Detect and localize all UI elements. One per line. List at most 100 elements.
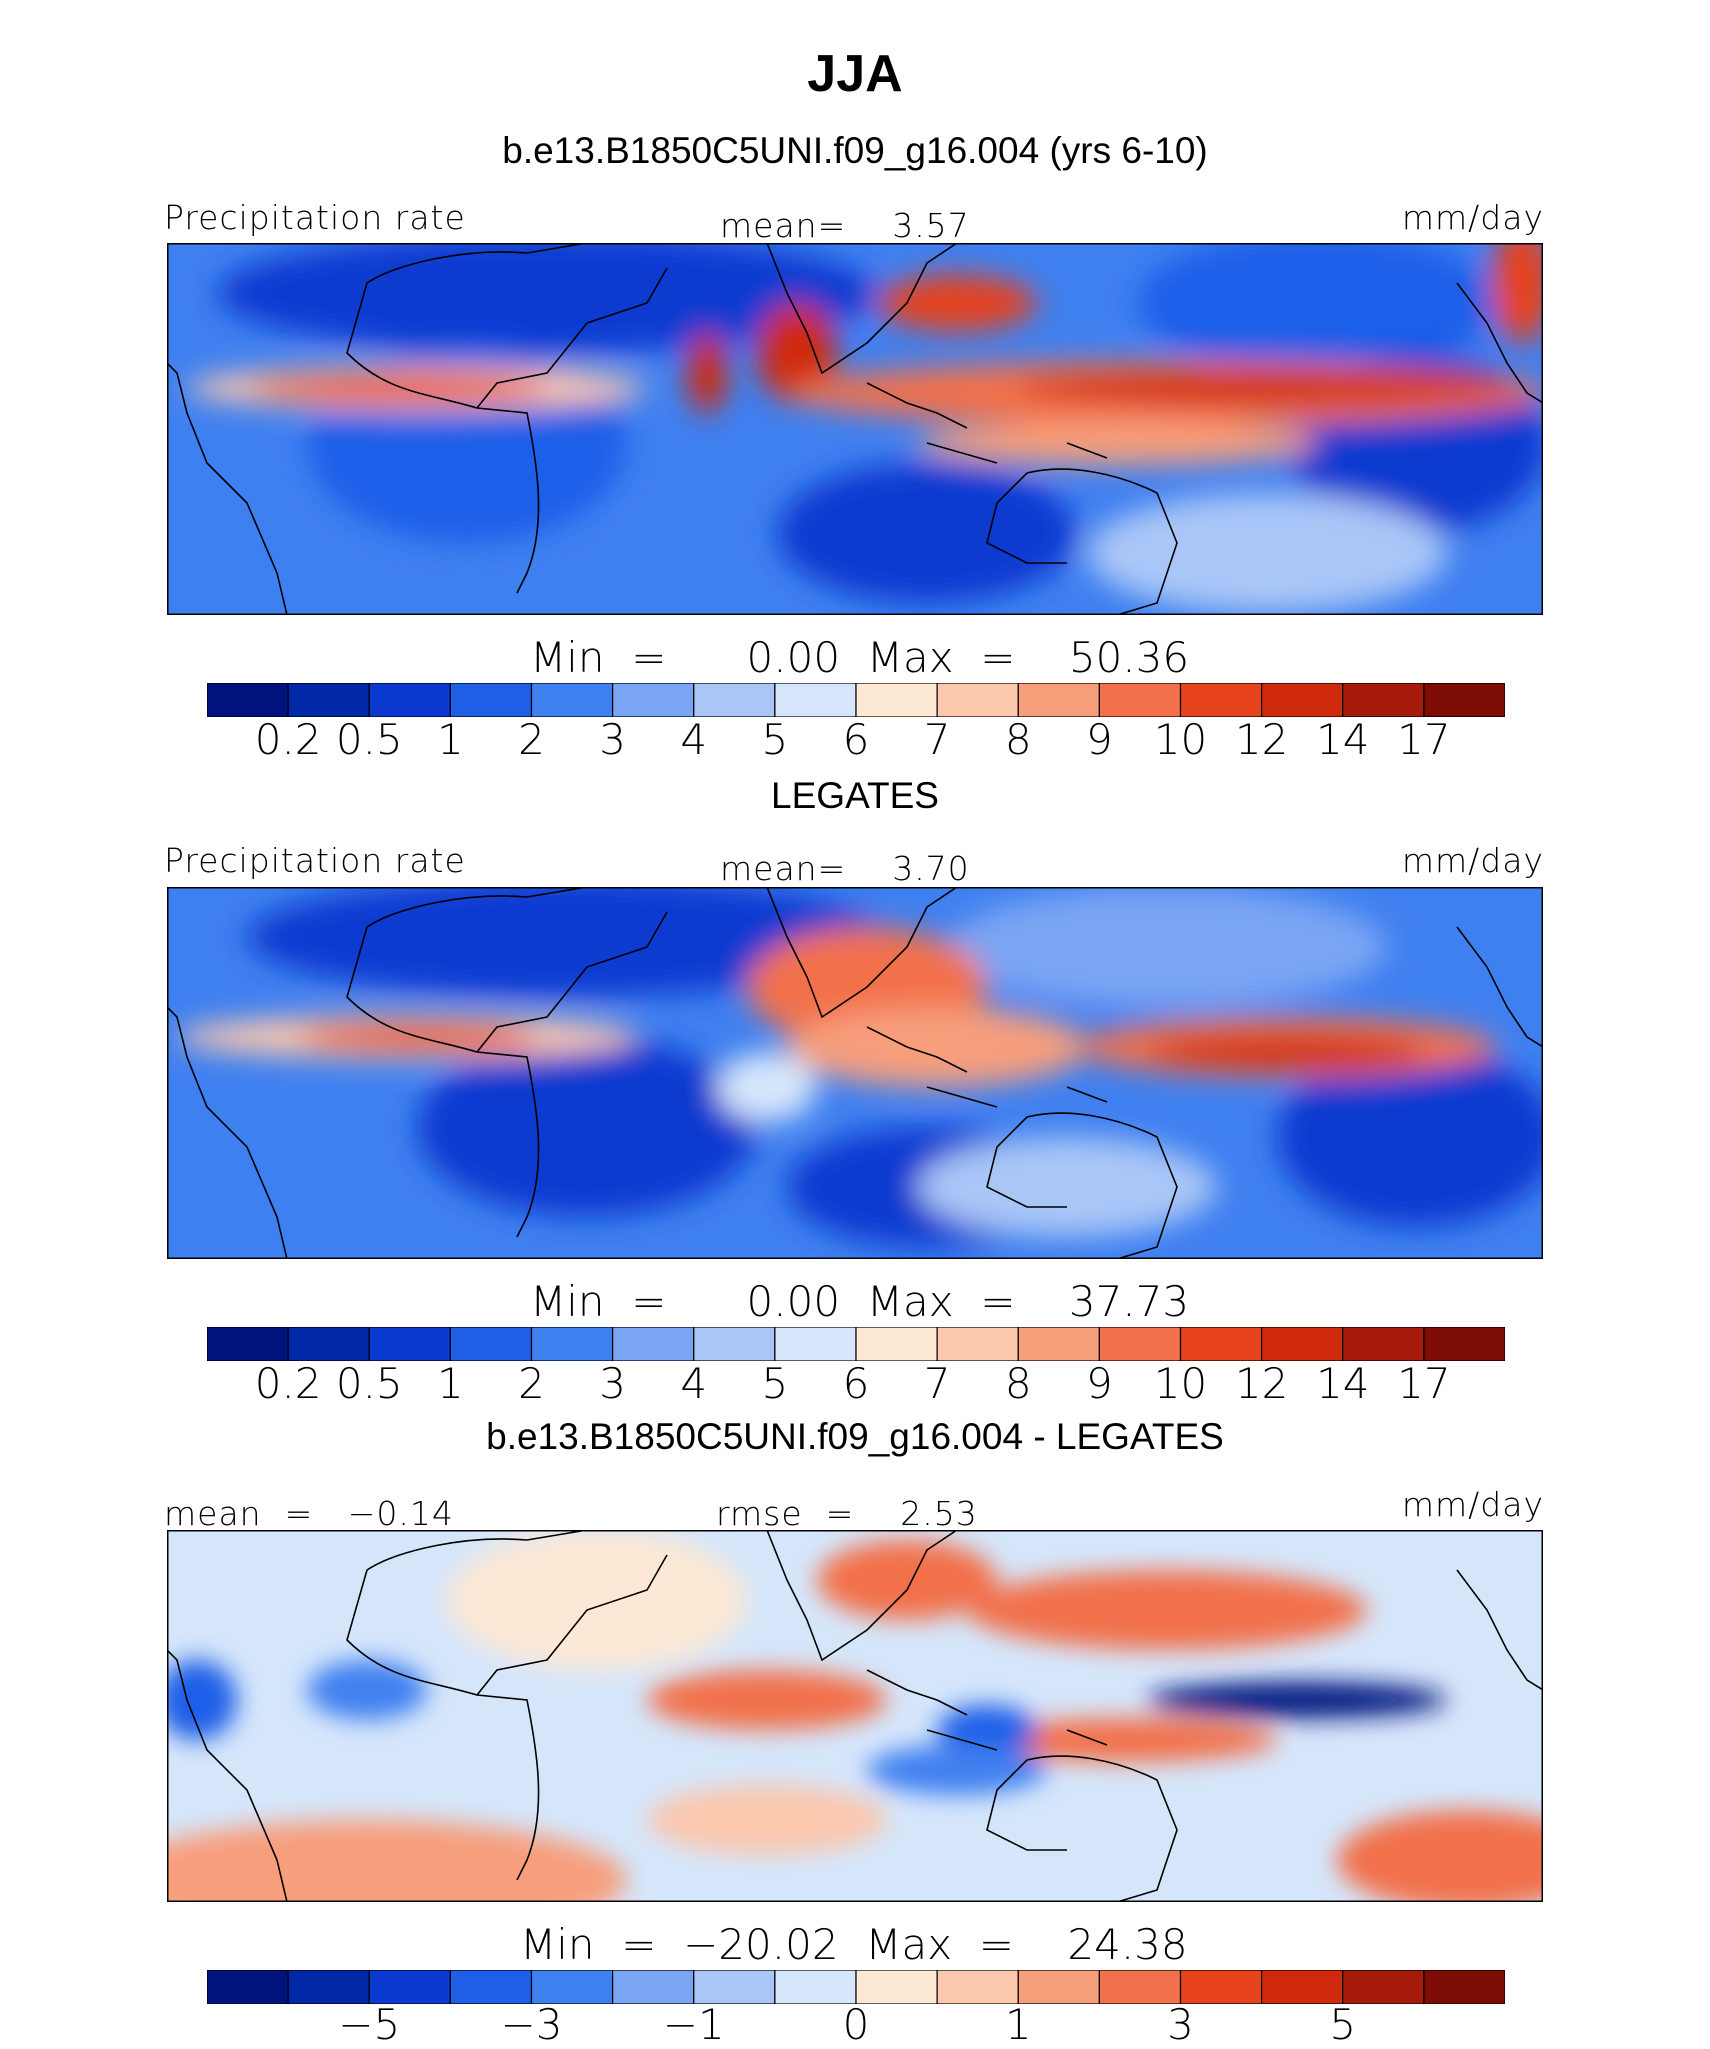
panel1-map xyxy=(167,243,1543,615)
colorbar-swatch xyxy=(693,1970,776,2004)
colorbar-swatch xyxy=(530,1970,614,2004)
colorbar-swatch xyxy=(1017,1327,1100,1361)
colorbar-swatch xyxy=(1098,1327,1182,1361)
colorbar-tick-label: 9 xyxy=(1086,715,1113,764)
colorbar-swatch xyxy=(530,683,614,717)
colorbar-tick-label: 1 xyxy=(437,715,464,764)
colorbar-tick-label: 10 xyxy=(1153,715,1208,764)
panel1-colorbar-ticks: 0.2 0.5 1 2 3 4 5 6 7 8 9 10 12 14 17 xyxy=(0,715,1710,767)
colorbar-swatch xyxy=(287,683,370,717)
colorbar-swatch xyxy=(1098,1970,1182,2004)
colorbar-swatch xyxy=(1261,683,1344,717)
colorbar-swatch xyxy=(1098,683,1182,717)
colorbar-tick-label: −1 xyxy=(662,2000,725,2049)
colorbar-swatch xyxy=(936,1327,1019,1361)
colorbar-tick-label: 14 xyxy=(1316,1359,1370,1408)
colorbar-tick-label: 3 xyxy=(599,1359,626,1408)
colorbar-swatch xyxy=(368,1327,451,1361)
colorbar-tick-label: 8 xyxy=(1004,1359,1032,1408)
panel2-units: mm/day xyxy=(1401,841,1544,880)
colorbar-tick-label: 5 xyxy=(1329,2000,1357,2049)
colorbar-tick-label: 4 xyxy=(680,1359,708,1408)
colorbar-swatch xyxy=(855,683,938,717)
panel3-mean-label: mean = −0.14 xyxy=(164,1494,454,1533)
colorbar-tick-label: 10 xyxy=(1153,1359,1208,1408)
panel1-heading: b.e13.B1850C5UNI.f09_g16.004 (yrs 6-10) xyxy=(502,130,1208,171)
colorbar-tick-label: 6 xyxy=(842,1359,870,1408)
colorbar-tick-label: 1 xyxy=(437,1359,464,1408)
colorbar-swatch xyxy=(1342,683,1425,717)
colorbar-swatch xyxy=(1179,1970,1263,2004)
colorbar-tick-label: 5 xyxy=(761,715,789,764)
colorbar-swatch xyxy=(612,683,695,717)
colorbar-swatch xyxy=(449,1327,533,1361)
colorbar-swatch xyxy=(207,683,289,717)
colorbar-swatch xyxy=(449,1970,533,2004)
colorbar-tick-label: 7 xyxy=(923,1359,951,1408)
colorbar-tick-label: 1 xyxy=(1004,2000,1032,2049)
panel3-colorbar xyxy=(207,1970,1505,2004)
colorbar-swatch xyxy=(1342,1327,1425,1361)
colorbar-tick-label: 3 xyxy=(1167,2000,1194,2049)
colorbar-swatch xyxy=(1423,683,1505,717)
colorbar-swatch xyxy=(612,1970,695,2004)
panel2-minmax: Min = 0.00 Max = 37.73 xyxy=(530,1277,1190,1326)
colorbar-tick-label: 17 xyxy=(1397,715,1451,764)
colorbar-swatch xyxy=(774,683,857,717)
colorbar-tick-label: 3 xyxy=(599,715,626,764)
colorbar-swatch xyxy=(936,1970,1019,2004)
colorbar-swatch xyxy=(936,683,1019,717)
panel3-rmse-label: rmse = 2.53 xyxy=(716,1494,978,1533)
colorbar-swatch xyxy=(1179,683,1263,717)
colorbar-tick-label: 14 xyxy=(1316,715,1370,764)
colorbar-swatch xyxy=(693,1327,776,1361)
colorbar-swatch xyxy=(1261,1327,1344,1361)
colorbar-tick-label: 0.5 xyxy=(335,715,403,764)
colorbar-tick-label: 0.5 xyxy=(335,1359,403,1408)
colorbar-swatch xyxy=(368,683,451,717)
colorbar-swatch xyxy=(287,1970,370,2004)
colorbar-tick-label: 12 xyxy=(1234,715,1289,764)
figure-title: JJA xyxy=(807,45,903,103)
colorbar-swatch xyxy=(287,1327,370,1361)
colorbar-swatch xyxy=(612,1327,695,1361)
colorbar-swatch xyxy=(1342,1970,1425,2004)
colorbar-swatch xyxy=(207,1327,289,1361)
colorbar-swatch xyxy=(530,1327,614,1361)
colorbar-tick-label: 4 xyxy=(680,715,708,764)
panel2-colorbar-ticks: 0.2 0.5 1 2 3 4 5 6 7 8 9 10 12 14 17 xyxy=(0,1359,1710,1411)
colorbar-swatch xyxy=(774,1327,857,1361)
colorbar-tick-label: 5 xyxy=(761,1359,789,1408)
colorbar-swatch xyxy=(1423,1327,1505,1361)
panel2-colorbar xyxy=(207,1327,1505,1361)
colorbar-tick-label: 0 xyxy=(842,2000,870,2049)
panel3-units: mm/day xyxy=(1401,1485,1544,1524)
colorbar-swatch xyxy=(774,1970,857,2004)
colorbar-swatch xyxy=(1017,1970,1100,2004)
colorbar-swatch xyxy=(449,683,533,717)
colorbar-tick-label: 17 xyxy=(1397,1359,1451,1408)
panel3-minmax: Min = −20.02 Max = 24.38 xyxy=(520,1920,1188,1969)
panel3-map xyxy=(167,1530,1543,1902)
panel1-mean-label: mean= 3.57 xyxy=(720,206,970,245)
colorbar-swatch xyxy=(855,1327,938,1361)
colorbar-swatch xyxy=(1179,1327,1263,1361)
colorbar-tick-label: 6 xyxy=(842,715,870,764)
colorbar-tick-label: 12 xyxy=(1234,1359,1289,1408)
panel2-mean-label: mean= 3.70 xyxy=(720,849,970,888)
panel1-units: mm/day xyxy=(1401,198,1544,237)
panel3-heading: b.e13.B1850C5UNI.f09_g16.004 - LEGATES xyxy=(486,1416,1224,1457)
panel1-colorbar xyxy=(207,683,1505,717)
panel1-minmax: Min = 0.00 Max = 50.36 xyxy=(530,633,1190,682)
panel2-variable-label: Precipitation rate xyxy=(164,841,466,880)
colorbar-tick-label: 7 xyxy=(923,715,951,764)
colorbar-swatch xyxy=(207,1970,289,2004)
colorbar-swatch xyxy=(693,683,776,717)
colorbar-tick-label: 0.2 xyxy=(254,1359,322,1408)
colorbar-swatch xyxy=(1261,1970,1344,2004)
colorbar-tick-label: 2 xyxy=(518,715,545,764)
colorbar-tick-label: 2 xyxy=(518,1359,545,1408)
panel1-variable-label: Precipitation rate xyxy=(164,198,466,237)
colorbar-swatch xyxy=(1017,683,1100,717)
colorbar-tick-label: 8 xyxy=(1004,715,1032,764)
